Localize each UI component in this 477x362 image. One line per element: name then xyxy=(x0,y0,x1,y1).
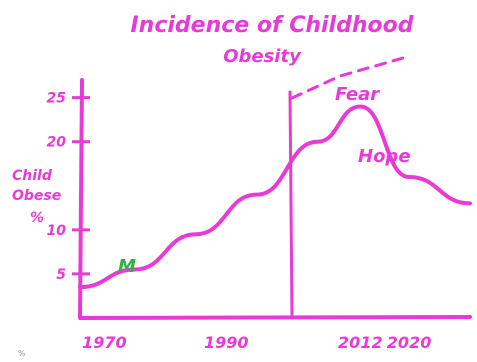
y-tick-label: 10 xyxy=(47,223,67,239)
y-tick-label: 25 xyxy=(47,91,67,107)
fear-projection-line xyxy=(290,54,412,100)
x-tick-label: 2020 xyxy=(387,333,432,352)
chart-title-line2: Obesity xyxy=(223,46,302,67)
m-marker: M xyxy=(118,256,136,277)
y-axis-label-line3: % xyxy=(30,210,44,226)
y-axis-label-line1: Child xyxy=(12,168,53,184)
x-tick-label: 2012 xyxy=(338,333,383,352)
fear-annotation: Fear xyxy=(335,84,380,105)
axes xyxy=(78,78,472,320)
y-tick-label: 20 xyxy=(47,135,67,151)
y-axis-label-line2: Obese xyxy=(12,188,61,204)
x-tick-label: 1990 xyxy=(204,333,249,352)
chart-title-line1: Incidence of Childhood xyxy=(130,13,413,38)
hope-annotation: Hope xyxy=(358,146,411,167)
x-tick-label: 1970 xyxy=(82,333,127,352)
footer-mark: % xyxy=(18,349,26,358)
peak-year-line xyxy=(288,90,294,320)
y-tick-label: 5 xyxy=(56,267,66,283)
series-line xyxy=(78,104,472,290)
